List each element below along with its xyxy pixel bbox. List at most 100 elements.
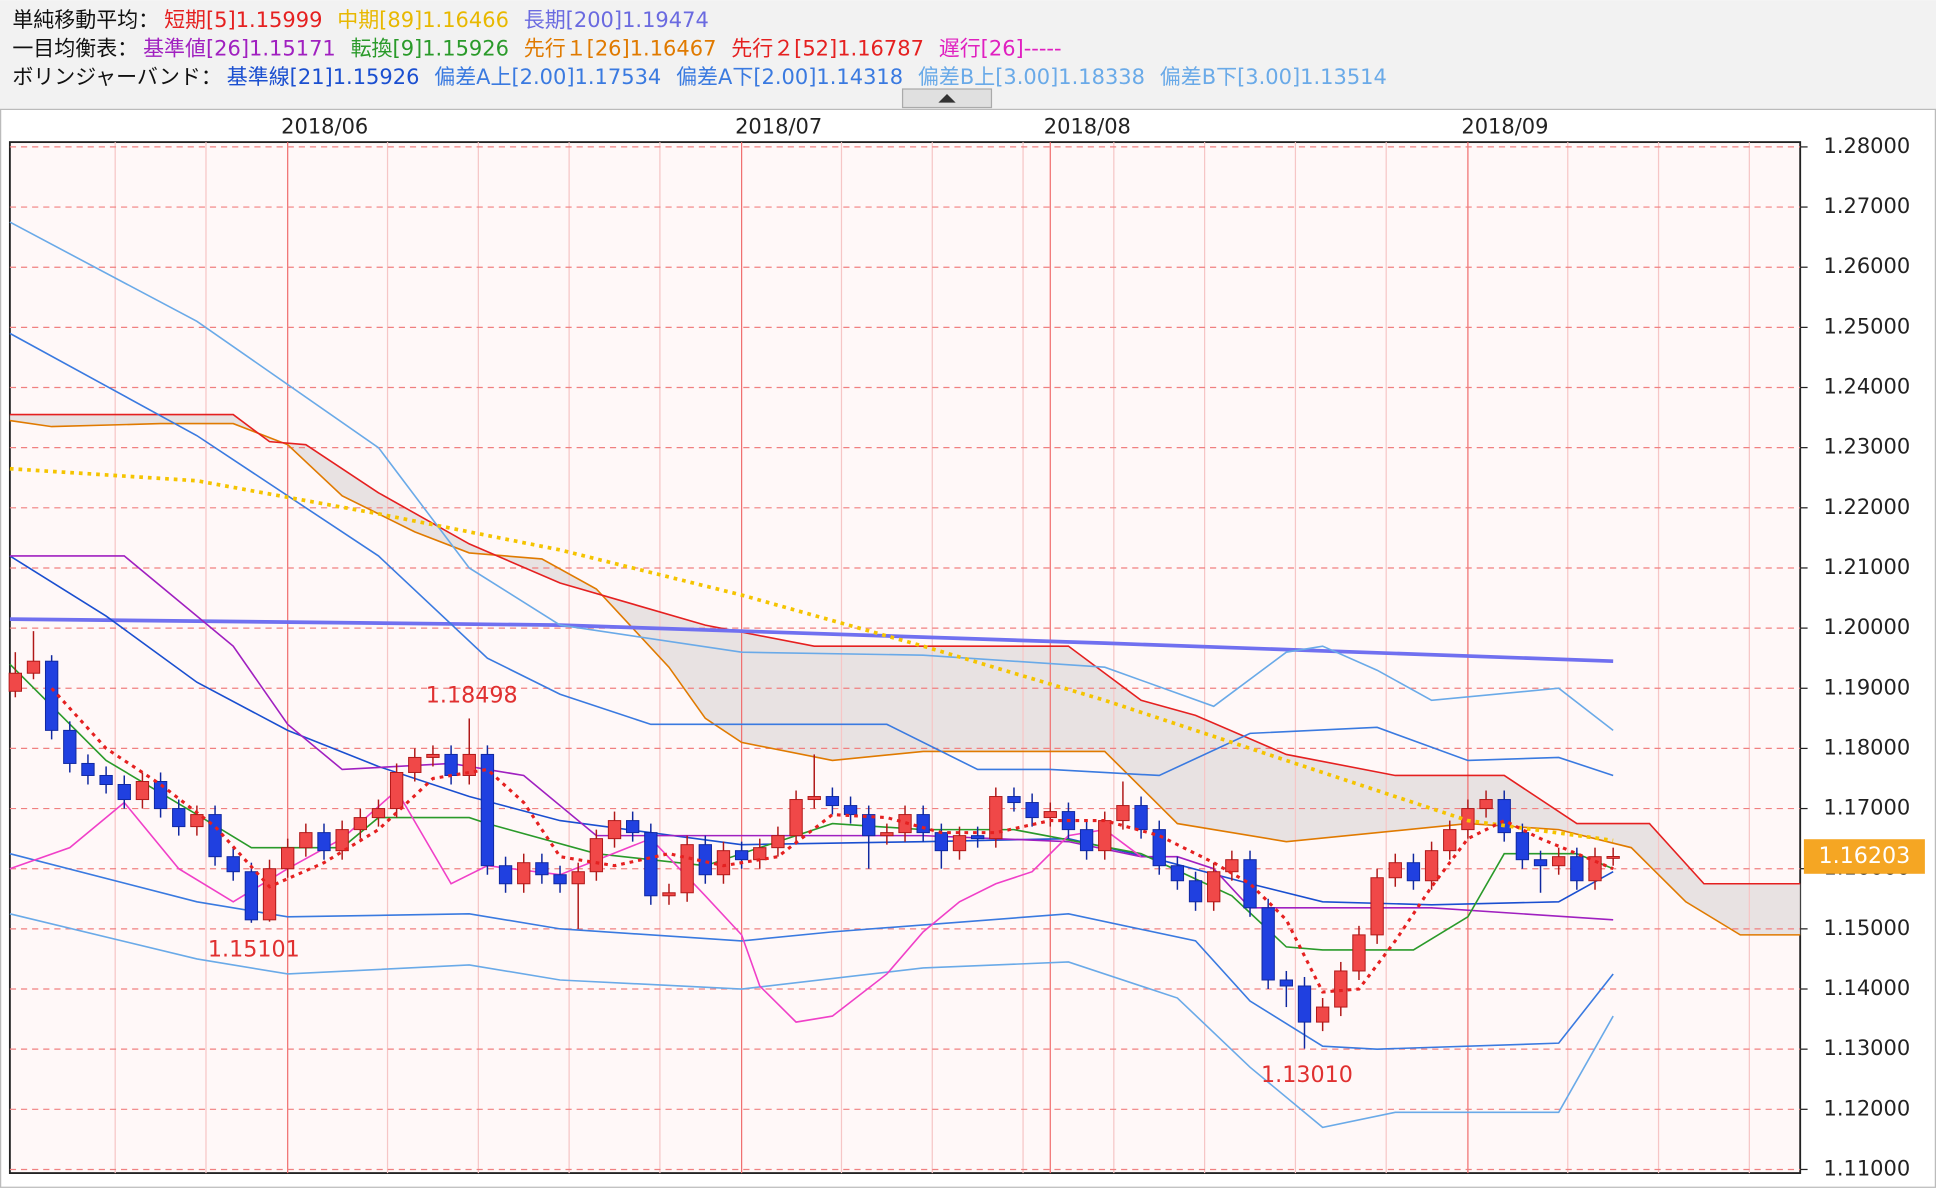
- candle-body: [1188, 880, 1203, 903]
- y-tick-label: 1.28000: [1823, 134, 1910, 158]
- candle-body: [1297, 985, 1312, 1023]
- legend-label: 単純移動平均：: [12, 8, 159, 32]
- senkou-line: [9, 419, 1801, 936]
- y-tick-label: 1.13000: [1823, 1036, 1910, 1060]
- candle-body: [1243, 859, 1257, 909]
- legend-label: ボリンジャーバンド：: [12, 65, 221, 89]
- candle-body: [172, 808, 186, 828]
- indicator-line: [9, 617, 1614, 664]
- legend-item: 先行１[26]1.16467: [524, 37, 717, 61]
- y-tick-label: 1.21000: [1823, 555, 1910, 579]
- candle-body: [1406, 862, 1421, 882]
- candle-body: [1207, 871, 1221, 903]
- price-annotation: 1.15101: [208, 936, 300, 962]
- candle-body: [1315, 1006, 1330, 1023]
- candle-body: [535, 862, 549, 876]
- candle-body: [244, 871, 259, 921]
- y-tick-label: 1.17000: [1823, 796, 1910, 820]
- legend-row: 単純移動平均： 短期[5]1.15999 中期[89]1.16466 長期[200]1…: [12, 8, 708, 32]
- price-annotation: 1.13010: [1261, 1062, 1353, 1088]
- indicator-line: [9, 332, 1614, 777]
- price-annotation: 1.18498: [426, 683, 518, 709]
- y-tick-label: 1.22000: [1823, 495, 1910, 519]
- candle-body: [389, 771, 404, 810]
- y-tick-label: 1.24000: [1823, 375, 1910, 399]
- legend-item: 偏差B下[3.00]1.13514: [1160, 65, 1387, 89]
- y-tick-label: 1.23000: [1823, 435, 1910, 459]
- candle-body: [444, 753, 458, 776]
- legend-item: 偏差A下[2.00]1.14318: [676, 65, 903, 89]
- candle-body: [716, 850, 731, 876]
- candle-body: [952, 835, 967, 852]
- candle-body: [753, 847, 767, 861]
- candle-body: [989, 796, 1003, 840]
- x-tick-label: 2018/09: [1461, 114, 1548, 138]
- cloud-fill: [9, 414, 1801, 935]
- candle-body: [208, 814, 222, 858]
- candle-body: [880, 832, 894, 837]
- indicator-line: [9, 789, 1142, 1023]
- candle-body: [734, 850, 749, 861]
- legend-item: 偏差B上[3.00]1.18338: [918, 65, 1145, 89]
- y-tick-label: 1.12000: [1823, 1096, 1910, 1120]
- candle-body: [843, 805, 858, 816]
- candle-body: [317, 832, 331, 852]
- y-tick-label: 1.25000: [1823, 314, 1910, 338]
- candle-body: [498, 865, 513, 885]
- candle-body: [353, 817, 367, 831]
- candle-body: [426, 753, 440, 758]
- candle-body: [1570, 856, 1584, 882]
- candle-body: [934, 832, 949, 852]
- candle-body: [281, 847, 295, 870]
- indicator-line: [9, 555, 1614, 921]
- candle-body: [1443, 829, 1457, 852]
- legend-item: 遅行[26]-----: [939, 37, 1062, 61]
- legend-row: ボリンジャーバンド： 基準線[21]1.15926 偏差A上[2.00]1.1753…: [12, 65, 1387, 89]
- candle-body: [262, 868, 277, 921]
- candle-body: [1606, 856, 1620, 859]
- legend-label: 一目均衡表：: [12, 37, 138, 61]
- candle-body: [607, 820, 622, 840]
- candle-body: [1424, 850, 1439, 882]
- candle-body: [1279, 979, 1294, 987]
- candle-body: [26, 660, 41, 674]
- x-tick-label: 2018/08: [1044, 114, 1131, 138]
- candle-body: [1352, 934, 1366, 972]
- candle-body: [970, 835, 985, 840]
- y-tick-label: 1.15000: [1823, 916, 1910, 940]
- candle-body: [698, 844, 712, 876]
- candle-body: [480, 753, 495, 867]
- y-tick-label: 1.19000: [1823, 675, 1910, 699]
- indicator-line: [9, 852, 1614, 1050]
- indicator-line: [9, 663, 1614, 951]
- candle-body: [135, 781, 150, 801]
- candle-body: [589, 838, 604, 873]
- candle-body: [626, 820, 640, 834]
- candle-body: [1479, 799, 1493, 810]
- current-price-label: 1.16203: [1818, 843, 1910, 869]
- candle-body: [371, 808, 386, 819]
- legend-row: 一目均衡表： 基準値[26]1.15171 転換[9]1.15926 先行１[26]1…: [12, 37, 1061, 61]
- candle-body: [680, 844, 694, 894]
- candle-body: [1261, 907, 1275, 981]
- candle-body: [1007, 796, 1021, 804]
- candle-body: [1098, 820, 1112, 852]
- candle-body: [299, 832, 313, 849]
- y-tick-label: 1.18000: [1823, 735, 1910, 759]
- candle-body: [862, 814, 876, 837]
- candle-body: [517, 862, 531, 885]
- candle-body: [1370, 877, 1384, 936]
- legend-item: 長期[200]1.19474: [524, 8, 709, 32]
- candle-body: [644, 832, 658, 897]
- legend-item: 中期[89]1.16466: [337, 8, 509, 32]
- candle-body: [1025, 802, 1039, 819]
- candle-body: [825, 796, 840, 807]
- candle-body: [662, 892, 676, 897]
- candle-body: [1588, 856, 1602, 882]
- candle-body: [8, 672, 22, 692]
- y-tick-label: 1.26000: [1823, 254, 1910, 278]
- indicator-line: [9, 221, 1614, 732]
- legend-item: 短期[5]1.15999: [164, 8, 322, 32]
